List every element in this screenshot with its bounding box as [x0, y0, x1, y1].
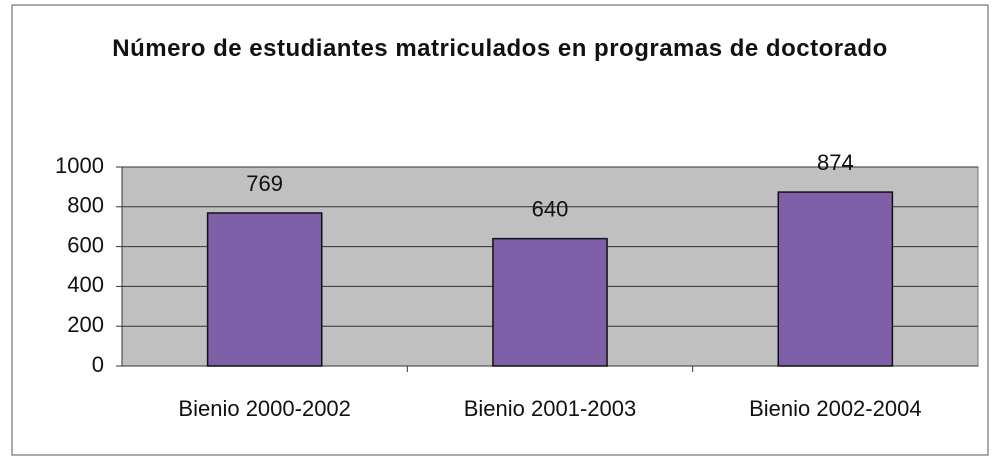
- data-label: 640: [532, 196, 569, 221]
- y-tick-label: 0: [92, 352, 104, 377]
- y-tick-label: 600: [67, 232, 104, 257]
- data-label: 874: [817, 150, 854, 175]
- y-tick-label: 200: [67, 312, 104, 337]
- y-tick-label: 800: [67, 193, 104, 218]
- bar: [206, 212, 323, 367]
- data-label: 769: [246, 171, 283, 196]
- y-tick-label: 1000: [55, 153, 104, 178]
- x-tick-label: Bienio 2001-2003: [464, 396, 636, 421]
- y-tick-label: 400: [67, 272, 104, 297]
- x-tick-label: Bienio 2002-2004: [749, 396, 921, 421]
- chart-title: Número de estudiantes matriculados en pr…: [112, 35, 888, 62]
- x-tick-label: Bienio 2000-2002: [178, 396, 350, 421]
- bar: [492, 237, 608, 367]
- bar: [777, 191, 894, 367]
